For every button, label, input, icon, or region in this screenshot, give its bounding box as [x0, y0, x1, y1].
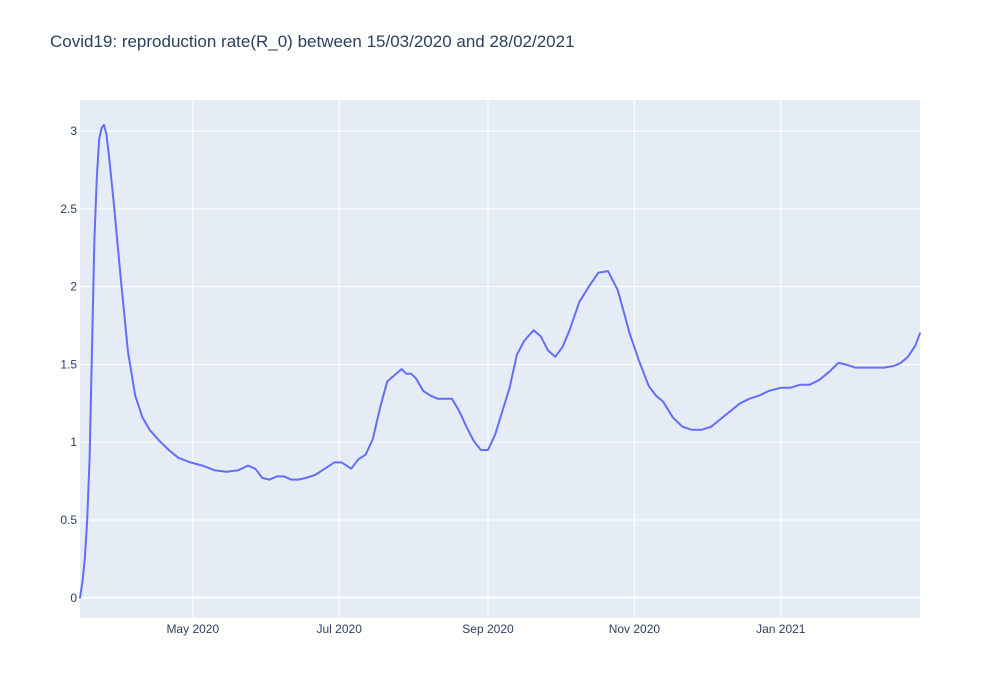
y-tick-label: 0: [70, 591, 77, 605]
y-tick-label: 0.5: [60, 513, 77, 527]
y-tick-label: 2.5: [60, 202, 77, 216]
y-tick-label: 3: [70, 124, 77, 138]
series-group: [79, 123, 921, 599]
y-gridlines: [80, 130, 920, 599]
plot-background: [80, 100, 920, 618]
y-tick-label: 2: [70, 280, 77, 294]
y-tick-label: 1: [70, 435, 77, 449]
chart-title: Covid19: reproduction rate(R_0) between …: [50, 32, 575, 51]
x-tick-label: May 2020: [166, 622, 219, 636]
x-gridlines: [192, 100, 782, 618]
series-line: [79, 123, 921, 599]
y-tick-labels: 0 0.5 1 1.5 2 2.5 3: [60, 124, 77, 605]
x-tick-label: Jul 2020: [317, 622, 363, 636]
x-tick-label: Jan 2021: [756, 622, 806, 636]
x-tick-labels: May 2020 Jul 2020 Sep 2020 Nov 2020 Jan 2021: [166, 622, 805, 636]
x-tick-label: Sep 2020: [462, 622, 514, 636]
x-tick-label: Nov 2020: [609, 622, 661, 636]
y-tick-label: 1.5: [60, 357, 77, 371]
